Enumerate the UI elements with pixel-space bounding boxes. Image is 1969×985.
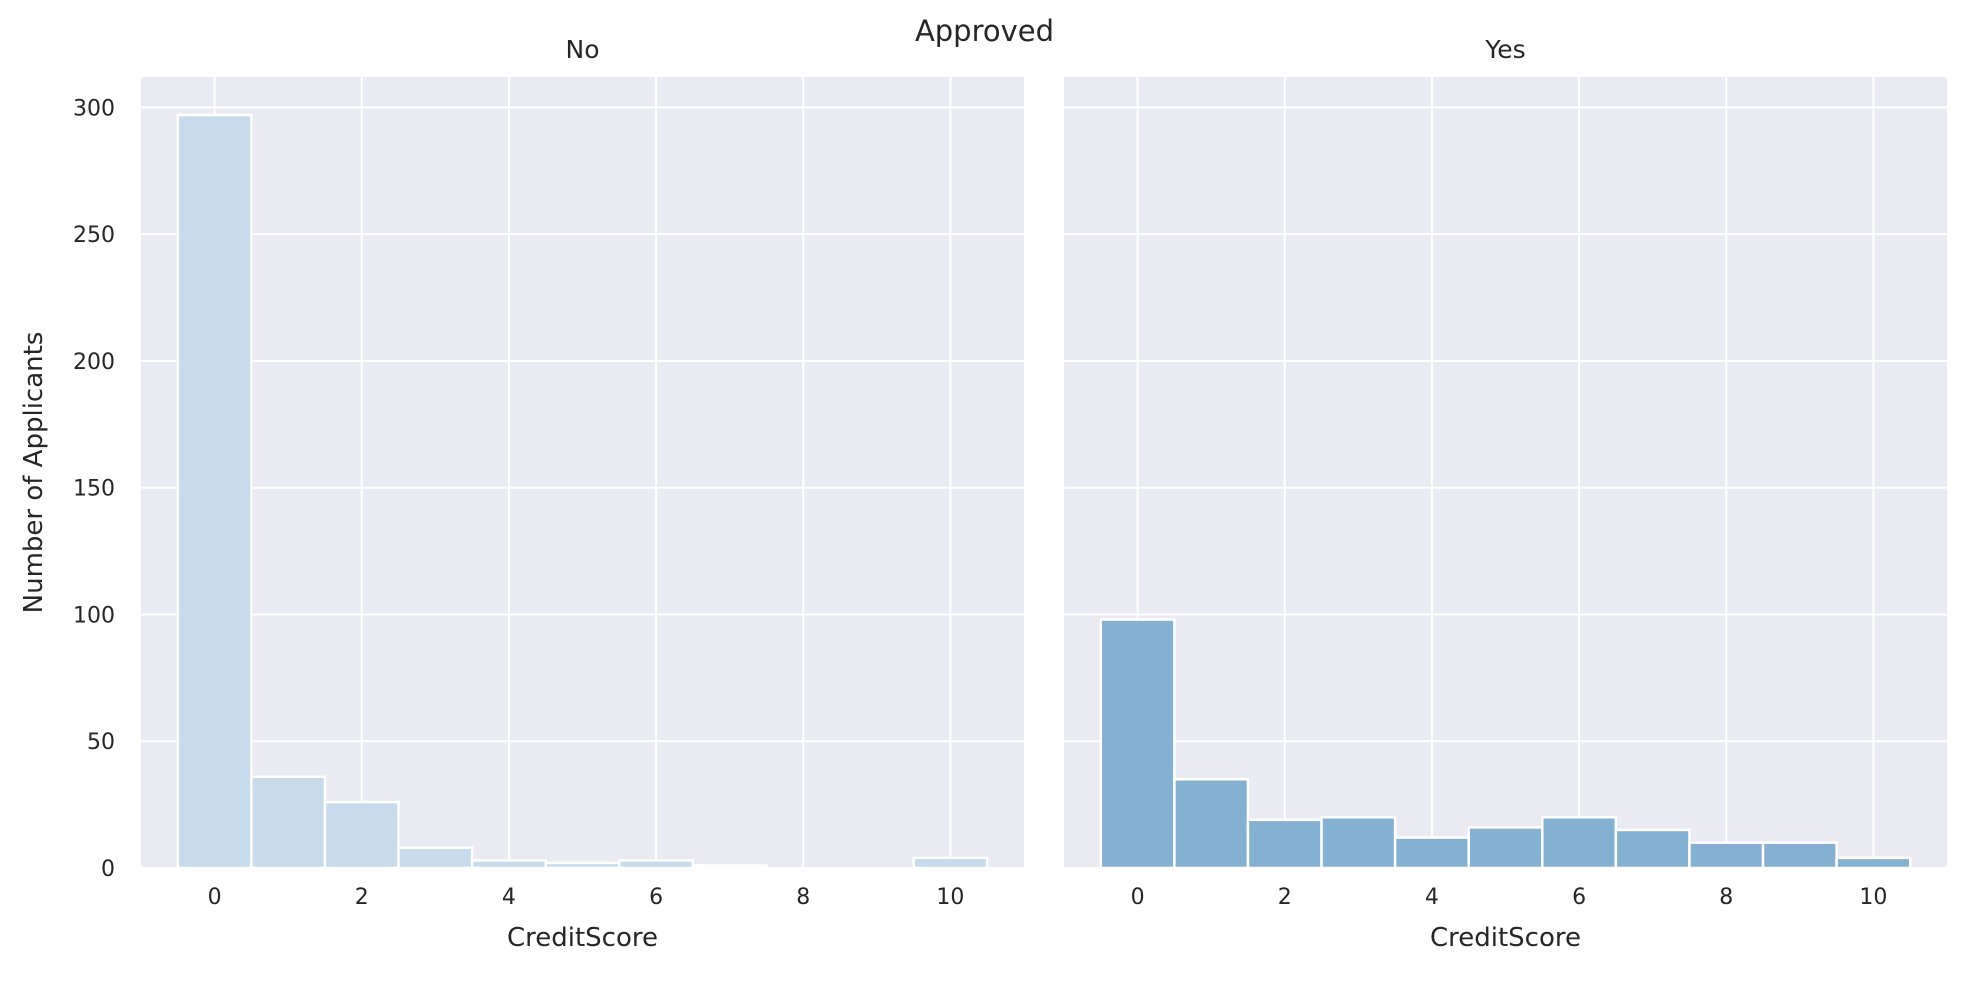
histogram-bar	[323, 800, 400, 870]
histogram-bar	[1614, 828, 1691, 870]
histogram-bar	[1173, 778, 1250, 870]
histogram-bar	[470, 859, 547, 870]
x-tick-label: 8	[1719, 885, 1733, 910]
panel-title: No	[566, 35, 600, 64]
y-tick-label: 200	[73, 350, 115, 375]
histogram-bar	[1761, 841, 1838, 870]
histogram-bar	[1393, 836, 1470, 870]
histogram-bar	[1320, 816, 1397, 870]
x-axis-label: CreditScore	[507, 923, 658, 953]
x-tick-label: 6	[649, 885, 663, 910]
y-tick-label: 100	[73, 603, 115, 628]
histogram-bar	[691, 864, 768, 870]
histogram-bar	[544, 861, 621, 870]
figure-title: Approved	[914, 14, 1055, 48]
y-axis-label: Number of Applicants	[19, 332, 49, 614]
x-tick-label: 8	[796, 885, 810, 910]
histogram-bar	[1246, 818, 1323, 870]
panel-yes: 0 2 4 6 8 10 CreditScore Yes	[1064, 35, 1947, 953]
y-tick-label: 0	[101, 857, 115, 882]
histogram-bar	[912, 856, 989, 870]
x-tick-label: 4	[502, 885, 516, 910]
histogram-bar	[250, 775, 327, 870]
histogram-bar	[176, 113, 253, 870]
histogram-bar	[1467, 826, 1544, 870]
y-tick-label: 150	[73, 477, 115, 502]
x-tick-label: 4	[1425, 885, 1439, 910]
histogram-bar	[1835, 856, 1912, 870]
x-tick-label: 2	[1278, 885, 1292, 910]
panel-no: 0 2 4 6 8 10050100150200250300CreditScoreNumb…	[19, 35, 1024, 953]
x-tick-label: 0	[1131, 885, 1145, 910]
x-axis-label: CreditScore	[1430, 923, 1581, 953]
plot-background	[1064, 77, 1947, 868]
x-tick-label: 10	[936, 885, 964, 910]
plot-background	[141, 77, 1024, 868]
x-tick-label: 0	[208, 885, 222, 910]
y-tick-label: 300	[73, 96, 115, 121]
y-tick-label: 50	[87, 730, 115, 755]
histogram-bar	[1541, 816, 1618, 870]
y-tick-label: 250	[73, 223, 115, 248]
histogram-bar	[397, 846, 474, 870]
histogram-bar	[1688, 841, 1765, 870]
x-tick-label: 10	[1859, 885, 1887, 910]
panel-title: Yes	[1484, 35, 1525, 64]
x-tick-label: 6	[1572, 885, 1586, 910]
x-tick-label: 2	[355, 885, 369, 910]
histogram-bar	[618, 859, 695, 870]
histogram-bar	[1099, 618, 1176, 870]
